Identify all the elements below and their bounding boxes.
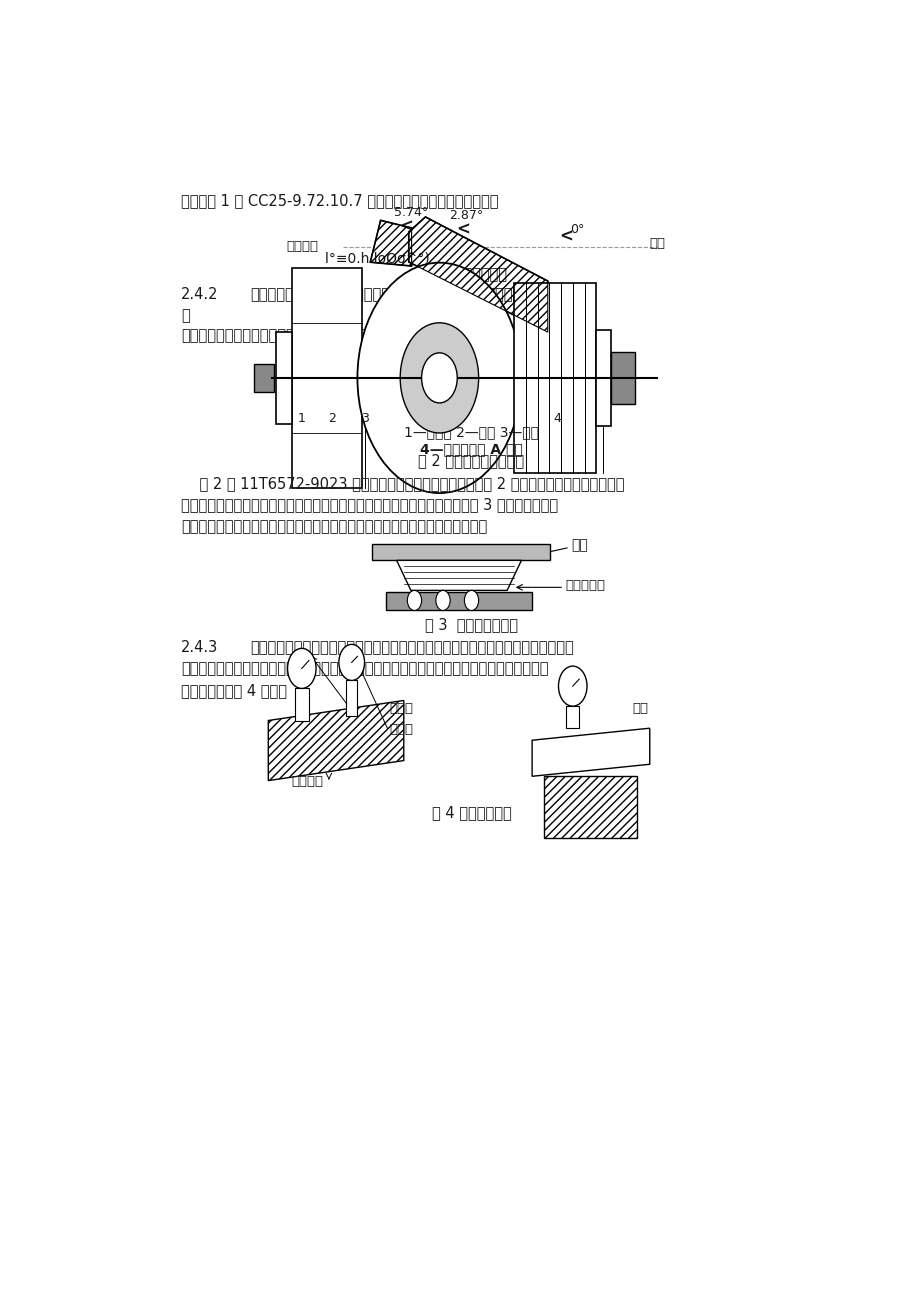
Bar bbox=[386, 592, 531, 610]
Circle shape bbox=[357, 263, 521, 493]
Text: 2.87°: 2.87° bbox=[448, 208, 482, 221]
Bar bbox=[291, 268, 361, 488]
Circle shape bbox=[436, 591, 449, 610]
Polygon shape bbox=[396, 561, 521, 591]
Text: 图 2 轴承座、汽缸找中心: 图 2 轴承座、汽缸找中心 bbox=[418, 453, 524, 468]
Text: 图 3  螺纹千斤顶支撑: 图 3 螺纹千斤顶支撑 bbox=[425, 617, 517, 632]
Text: 图 4 汽缸负荷分配: 图 4 汽缸负荷分配 bbox=[431, 804, 511, 820]
Text: 2.4.2: 2.4.2 bbox=[181, 288, 218, 302]
Text: 轴颈的接触面积并进行初步的修刮工作，然后检测汽轮机组转子轴颈的扬度，完成转子在汽缸内: 轴颈的接触面积并进行初步的修刮工作，然后检测汽轮机组转子轴颈的扬度，完成转子在汽… bbox=[181, 661, 548, 677]
Circle shape bbox=[407, 591, 421, 610]
Text: 台板: 台板 bbox=[631, 703, 647, 716]
Text: 使用激光准直仪或者采用拉钢丝的办法进行汽缸和轴承座的找中心工作，从排汽: 使用激光准直仪或者采用拉钢丝的办法进行汽缸和轴承座的找中心工作，从排汽 bbox=[251, 288, 556, 302]
Bar bbox=[346, 680, 357, 717]
Text: 量孔中，根据仪器所显示的数值，借助螺纹千斤顶进行相应的微调工作，如图 3 所示。在汽缸和: 量孔中，根据仪器所显示的数值，借助螺纹千斤顶进行相应的微调工作，如图 3 所示。… bbox=[181, 497, 558, 513]
Polygon shape bbox=[408, 217, 547, 332]
Text: 图 2 是 11T6572-9023 型汽轮机组找正工作的示意图，根据 2 图所示，依次把定心器置于测: 图 2 是 11T6572-9023 型汽轮机组找正工作的示意图，根据 2 图所… bbox=[181, 476, 624, 490]
Text: 汽: 汽 bbox=[181, 308, 189, 324]
Text: 机体。图 1 为 CC25-9.72.10.7 型的汽机汽缸以及轴承座的扬度。: 机体。图 1 为 CC25-9.72.10.7 型的汽机汽缸以及轴承座的扬度。 bbox=[181, 193, 498, 208]
Text: 3: 3 bbox=[360, 411, 369, 424]
Circle shape bbox=[558, 666, 586, 706]
Bar bbox=[544, 777, 636, 838]
Text: 缸向前一次进行轴承座、汽缸的校核工作(3)。: 缸向前一次进行轴承座、汽缸的校核工作(3)。 bbox=[181, 327, 368, 342]
Text: 轴承座的调整工作中，施工人员要结合汽轮机组汽缸的扬度以及水平度等因素。: 轴承座的调整工作中，施工人员要结合汽轮机组汽缸的扬度以及水平度等因素。 bbox=[181, 519, 486, 533]
Text: 汽缸猫爪: 汽缸猫爪 bbox=[291, 775, 323, 788]
Text: 5: 5 bbox=[599, 411, 607, 424]
Bar bbox=[566, 706, 579, 729]
Text: <: < bbox=[456, 220, 470, 238]
Text: 4: 4 bbox=[552, 411, 561, 424]
Text: 2: 2 bbox=[328, 411, 336, 424]
Text: <: < bbox=[399, 219, 413, 235]
Circle shape bbox=[464, 591, 478, 610]
Bar bbox=[294, 688, 309, 721]
Polygon shape bbox=[369, 220, 411, 265]
Bar bbox=[595, 329, 610, 425]
Text: 安装人员核查汽轮发电机轴承洼窝和轴瓦垫块的接触面积，核查汽轮发电机组轴瓦与: 安装人员核查汽轮发电机轴承洼窝和轴瓦垫块的接触面积，核查汽轮发电机组轴瓦与 bbox=[251, 640, 573, 654]
Circle shape bbox=[400, 323, 478, 433]
Bar bbox=[514, 282, 596, 474]
Bar bbox=[544, 777, 636, 838]
Circle shape bbox=[338, 644, 364, 680]
Bar bbox=[371, 544, 550, 561]
Text: 1: 1 bbox=[298, 411, 305, 424]
Text: 千分表: 千分表 bbox=[389, 703, 413, 716]
Bar bbox=[276, 332, 291, 424]
Circle shape bbox=[288, 648, 316, 688]
Text: 底座: 底座 bbox=[571, 539, 587, 552]
Text: 1—监视靶 2—棱货 3—光靶: 1—监视靶 2—棱货 3—光靶 bbox=[403, 425, 539, 440]
Text: 前轴承座: 前轴承座 bbox=[286, 241, 318, 254]
Text: 汽缸: 汽缸 bbox=[649, 237, 665, 250]
Text: 的定位工作如图 4 所示。: 的定位工作如图 4 所示。 bbox=[181, 683, 287, 697]
Text: 5.74°: 5.74° bbox=[393, 207, 427, 220]
Text: <: < bbox=[559, 228, 573, 246]
Text: l°≡0.h loOσ^°): l°≡0.h loOσ^°) bbox=[325, 251, 429, 265]
Polygon shape bbox=[268, 700, 403, 781]
Text: 2.4.3: 2.4.3 bbox=[181, 640, 218, 654]
Polygon shape bbox=[531, 729, 649, 777]
Text: 0°: 0° bbox=[569, 222, 584, 235]
Circle shape bbox=[421, 353, 457, 403]
Text: 螺纹千斤顶: 螺纹千斤顶 bbox=[565, 579, 605, 592]
Text: 图 1 汽缸的扬度: 图 1 汽缸的扬度 bbox=[436, 265, 506, 281]
Text: 4—激光发射器 A 支架: 4—激光发射器 A 支架 bbox=[420, 442, 522, 457]
Bar bbox=[254, 364, 274, 392]
Text: 测力计: 测力计 bbox=[389, 723, 413, 736]
Bar bbox=[610, 351, 635, 403]
